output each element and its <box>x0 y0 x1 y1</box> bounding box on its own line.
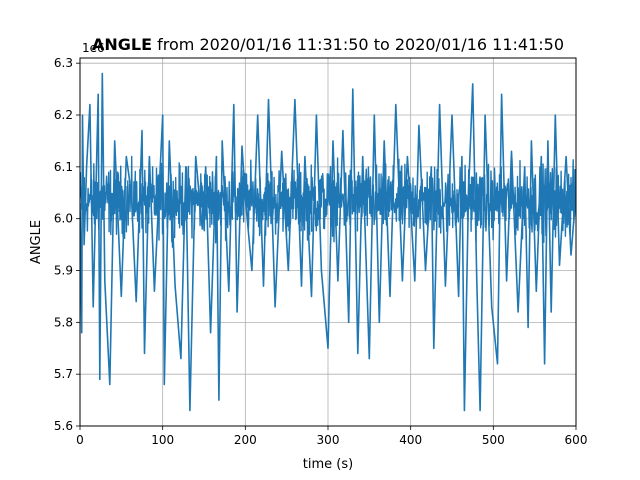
y-tick-label: 6.2 <box>54 108 73 122</box>
chart-title-bold: ANGLE <box>92 35 152 54</box>
series-group <box>80 72 576 412</box>
y-axis-label: ANGLE <box>29 220 44 264</box>
y-tick-label: 5.7 <box>54 367 73 381</box>
series-line <box>80 72 576 412</box>
y-tick-label: 6.1 <box>54 160 73 174</box>
x-tick-label: 100 <box>151 433 174 447</box>
chart-title: ANGLE from 2020/01/16 11:31:50 to 2020/0… <box>92 35 564 54</box>
y-tick-label: 5.8 <box>54 315 73 329</box>
y-tick-label: 5.9 <box>54 264 73 278</box>
y-tick-label: 6.0 <box>54 212 73 226</box>
y-tick-label: 6.3 <box>54 56 73 70</box>
chart-title-rest: from 2020/01/16 11:31:50 to 2020/01/16 1… <box>152 35 564 54</box>
y-axis: 5.6 5.7 5.8 5.9 6.0 6.1 6.2 6.3 <box>54 56 80 433</box>
x-tick-label: 500 <box>482 433 505 447</box>
x-axis-label: time (s) <box>303 457 353 472</box>
x-tick-label: 0 <box>76 433 84 447</box>
x-tick-label: 600 <box>565 433 588 447</box>
plot-area <box>80 72 576 412</box>
x-tick-label: 200 <box>234 433 257 447</box>
x-axis: 0 100 200 300 400 500 600 <box>76 426 587 447</box>
offset-text: 1e6 <box>82 41 105 55</box>
x-tick-label: 400 <box>399 433 422 447</box>
y-tick-label: 5.6 <box>54 419 73 433</box>
x-tick-label: 300 <box>317 433 340 447</box>
